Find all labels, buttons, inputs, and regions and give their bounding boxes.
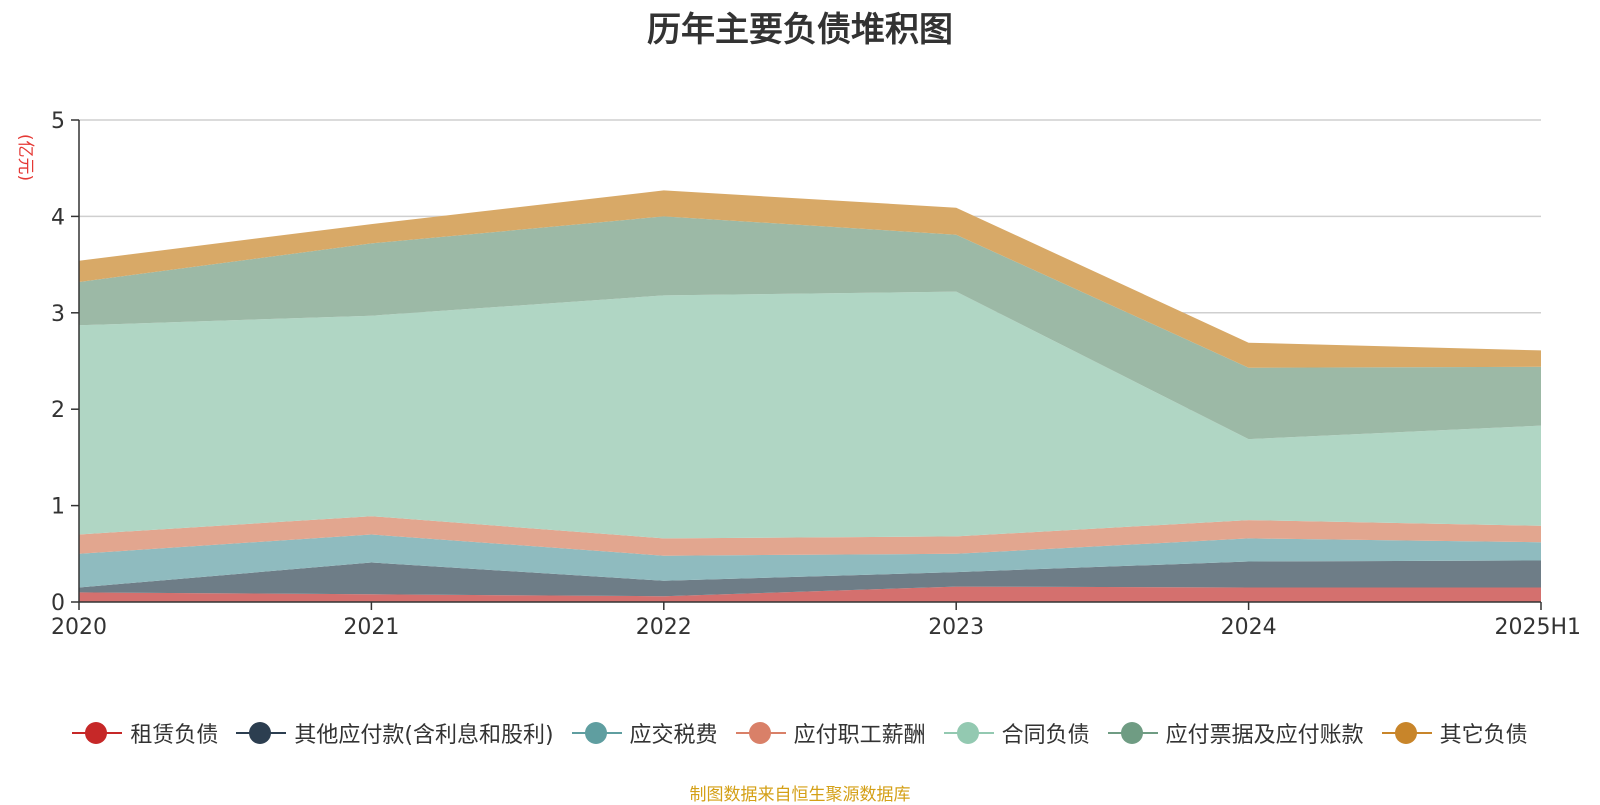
- y-tick-label: 5: [51, 109, 65, 134]
- x-tick-label: 2020: [51, 615, 107, 640]
- legend-marker-icon: [1381, 721, 1432, 745]
- legend-label: 其它负债: [1439, 723, 1528, 748]
- y-tick-label: 1: [51, 495, 65, 520]
- x-tick-label: 2024: [1221, 615, 1277, 640]
- legend-item[interactable]: 应付职工薪酬: [735, 717, 926, 749]
- y-tick-label: 3: [51, 302, 65, 327]
- legend-dot: [249, 722, 272, 744]
- legend-label: 其他应付款(含利息和股利): [294, 723, 554, 748]
- y-tick-label: 2: [51, 398, 65, 423]
- area-series-5: [79, 216, 1541, 440]
- legend-dot: [956, 722, 979, 744]
- legend-item[interactable]: 租赁负债: [72, 717, 218, 749]
- area-series-6: [79, 190, 1541, 368]
- legend: 租赁负债 其他应付款(含利息和股利) 应交税费 应付职工薪酬 合同负债 应付票据及应付账款…: [0, 717, 1600, 749]
- axes: [71, 119, 1542, 610]
- legend-marker-icon: [72, 721, 123, 745]
- legend-dot: [584, 722, 607, 744]
- legend-item[interactable]: 其它负债: [1381, 717, 1528, 749]
- legend-dot: [1394, 722, 1417, 744]
- legend-item[interactable]: 应交税费: [571, 717, 718, 749]
- legend-item[interactable]: 其他应付款(含利息和股利): [236, 717, 554, 749]
- chart-title: 历年主要负债堆积图: [647, 10, 953, 50]
- area-series-4: [79, 291, 1541, 539]
- legend-label: 应交税费: [629, 723, 718, 748]
- legend-label: 应付票据及应付账款: [1165, 723, 1364, 748]
- x-tick-label: 2023: [928, 615, 984, 640]
- area-series: [79, 190, 1541, 602]
- legend-label: 租赁负债: [130, 723, 219, 748]
- legend-marker-icon: [735, 721, 786, 745]
- legend-marker-icon: [571, 721, 622, 745]
- legend-item[interactable]: 合同负债: [943, 717, 1090, 749]
- x-tick-label: 2022: [636, 615, 692, 640]
- legend-dot: [1120, 722, 1143, 744]
- area-series-3: [79, 516, 1541, 556]
- legend-marker-icon: [1107, 721, 1158, 745]
- legend-dot: [748, 722, 771, 744]
- tick-labels: 0 1 2 3 4 5 2020 2021 2022 2023 2024 2025H1: [51, 109, 1581, 640]
- legend-label: 应付职工薪酬: [793, 723, 926, 748]
- legend-marker-icon: [236, 721, 287, 745]
- legend-label: 合同负债: [1001, 723, 1090, 748]
- area-series-0: [79, 586, 1541, 602]
- area-series-1: [79, 560, 1541, 597]
- area-series-2: [79, 534, 1541, 588]
- legend-marker-icon: [943, 721, 994, 745]
- legend-dot: [85, 722, 108, 744]
- x-tick-label: 2021: [343, 615, 399, 640]
- y-tick-label: 0: [51, 591, 65, 616]
- legend-item[interactable]: 应付票据及应付账款: [1107, 717, 1364, 749]
- x-tick-label: 2025H1: [1494, 615, 1581, 640]
- source-note: 制图数据来自恒生聚源数据库: [689, 785, 911, 805]
- y-tick-label: 4: [51, 205, 65, 230]
